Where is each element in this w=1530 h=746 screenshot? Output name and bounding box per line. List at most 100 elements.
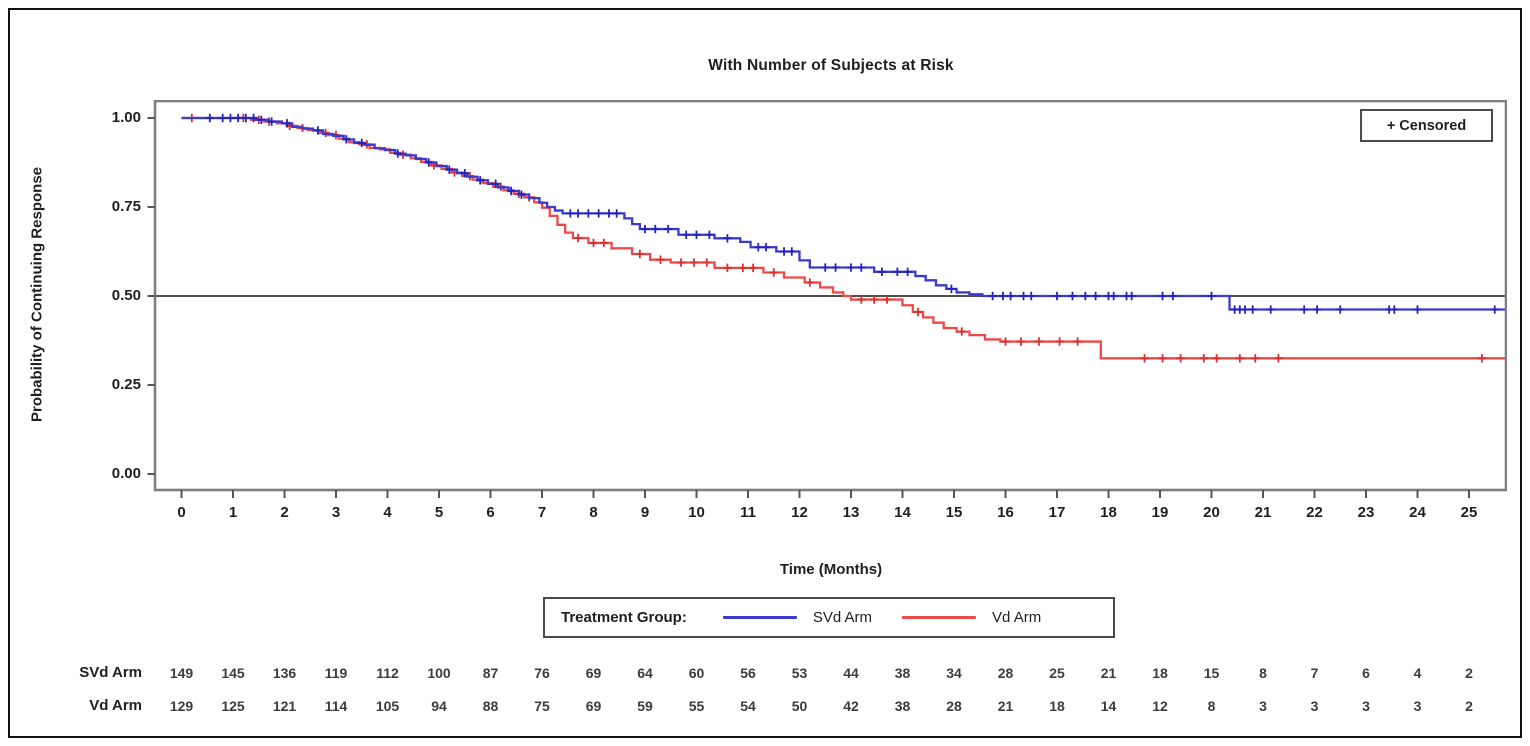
at-risk-value: 50 — [791, 698, 808, 714]
y-tick-label: 0.75 — [111, 198, 141, 215]
at-risk-value: 112 — [376, 665, 399, 681]
at-risk-value: 2 — [1465, 698, 1473, 714]
x-tick-label: 7 — [537, 504, 547, 521]
x-tick-label: 19 — [1151, 504, 1169, 521]
y-tick-label: 0.00 — [111, 465, 141, 482]
svd-arm-censor-marks — [205, 113, 1499, 314]
at-risk-value: 105 — [375, 698, 400, 714]
at-risk-value: 44 — [843, 665, 859, 681]
at-risk-row-label-svd: SVd Arm — [79, 664, 142, 681]
y-tick-label: 1.00 — [111, 109, 141, 126]
svd-arm-line-swatch — [722, 616, 797, 619]
at-risk-value: 7 — [1310, 665, 1319, 681]
x-tick-label: 12 — [791, 504, 808, 521]
treatment-group-legend: Treatment Group: SVd Arm Vd Arm — [543, 597, 1115, 638]
at-risk-value: 25 — [1049, 665, 1065, 681]
legend-vd-arm-label: Vd Arm — [992, 609, 1042, 626]
at-risk-value: 8 — [1207, 698, 1216, 714]
x-tick-label: 9 — [640, 504, 650, 521]
x-tick-label: 21 — [1254, 504, 1272, 521]
at-risk-value: 125 — [221, 698, 245, 714]
at-risk-value: 56 — [740, 665, 756, 681]
vd-arm-censor-marks — [187, 113, 1487, 363]
at-risk-value: 55 — [688, 698, 705, 714]
at-risk-value: 119 — [324, 665, 348, 681]
at-risk-value: 88 — [482, 698, 499, 714]
at-risk-value: 21 — [1100, 665, 1117, 681]
y-tick-label: 0.25 — [111, 376, 141, 393]
at-risk-value: 3 — [1413, 698, 1422, 714]
vd-arm-line-swatch — [902, 616, 977, 619]
x-tick-label: 24 — [1409, 504, 1426, 521]
at-risk-value: 34 — [946, 665, 962, 681]
at-risk-value: 145 — [221, 665, 245, 681]
at-risk-value: 8 — [1259, 665, 1267, 681]
at-risk-value: 149 — [169, 665, 194, 681]
at-risk-value: 2 — [1465, 665, 1473, 681]
at-risk-value: 76 — [534, 665, 550, 681]
x-tick-label: 8 — [589, 504, 598, 521]
x-tick-label: 25 — [1460, 504, 1478, 521]
vd-arm-curve — [181, 116, 1505, 360]
at-risk-value: 60 — [688, 665, 705, 681]
at-risk-value: 28 — [946, 698, 962, 714]
at-risk-value: 18 — [1152, 665, 1168, 681]
censored-legend-box: + Censored — [1360, 109, 1493, 142]
at-risk-row-label-vd: Vd Arm — [89, 697, 142, 714]
at-risk-value: 3 — [1310, 698, 1319, 714]
x-tick-label: 16 — [997, 504, 1014, 521]
at-risk-value: 64 — [637, 665, 653, 681]
x-tick-label: 17 — [1048, 504, 1066, 521]
x-tick-label: 15 — [945, 504, 963, 521]
at-risk-value: 38 — [894, 698, 911, 714]
x-tick-label: 14 — [894, 504, 911, 521]
y-tick-label: 0.50 — [111, 287, 141, 304]
at-risk-value: 69 — [585, 698, 602, 714]
at-risk-value: 3 — [1259, 698, 1267, 714]
x-tick-label: 22 — [1306, 504, 1323, 521]
at-risk-value: 59 — [637, 698, 653, 714]
x-tick-label: 18 — [1100, 504, 1117, 521]
km-plot-area — [147, 100, 1507, 498]
at-risk-value: 54 — [740, 698, 756, 714]
at-risk-value: 18 — [1049, 698, 1065, 714]
at-risk-value: 75 — [534, 698, 550, 714]
x-tick-label: 4 — [383, 504, 392, 521]
x-tick-label: 5 — [434, 504, 444, 521]
x-axis-title: Time (Months) — [779, 561, 883, 578]
at-risk-value: 3 — [1362, 698, 1370, 714]
at-risk-value: 121 — [272, 698, 297, 714]
legend-title: Treatment Group: — [561, 609, 687, 626]
at-risk-value: 28 — [997, 665, 1014, 681]
x-tick-label: 11 — [740, 504, 756, 521]
legend-svd-arm-label: SVd Arm — [812, 609, 873, 626]
at-risk-value: 100 — [427, 665, 451, 681]
at-risk-value: 6 — [1362, 665, 1370, 681]
x-tick-label: 1 — [228, 504, 238, 521]
at-risk-value: 21 — [997, 698, 1014, 714]
at-risk-value: 12 — [1152, 698, 1168, 714]
x-tick-label: 2 — [280, 504, 289, 521]
x-tick-label: 20 — [1203, 504, 1220, 521]
x-tick-label: 6 — [486, 504, 495, 521]
at-risk-value: 69 — [585, 665, 602, 681]
censored-label: + Censored — [1386, 117, 1467, 134]
y-axis-title: Probability of Continuing Response — [28, 167, 46, 423]
x-tick-label: 23 — [1357, 504, 1375, 521]
at-risk-value: 4 — [1413, 665, 1422, 681]
at-risk-value: 38 — [894, 665, 911, 681]
at-risk-value: 94 — [431, 698, 447, 714]
at-risk-value: 136 — [272, 665, 297, 681]
svd-arm-curve — [181, 116, 1505, 311]
at-risk-value: 15 — [1203, 665, 1220, 681]
at-risk-value: 42 — [843, 698, 859, 714]
at-risk-row-vd: Vd Arm 129 125 121 114 105 94 88 75 69 59 55 54 50 42… — [0, 695, 1530, 717]
x-tick-label: 10 — [688, 504, 705, 521]
chart-title: With Number of Subjects at Risk — [708, 57, 954, 74]
at-risk-value: 129 — [169, 698, 194, 714]
at-risk-value: 114 — [324, 698, 348, 714]
x-tick-label: 3 — [331, 504, 341, 521]
at-risk-value: 53 — [791, 665, 808, 681]
at-risk-value: 14 — [1100, 698, 1117, 714]
